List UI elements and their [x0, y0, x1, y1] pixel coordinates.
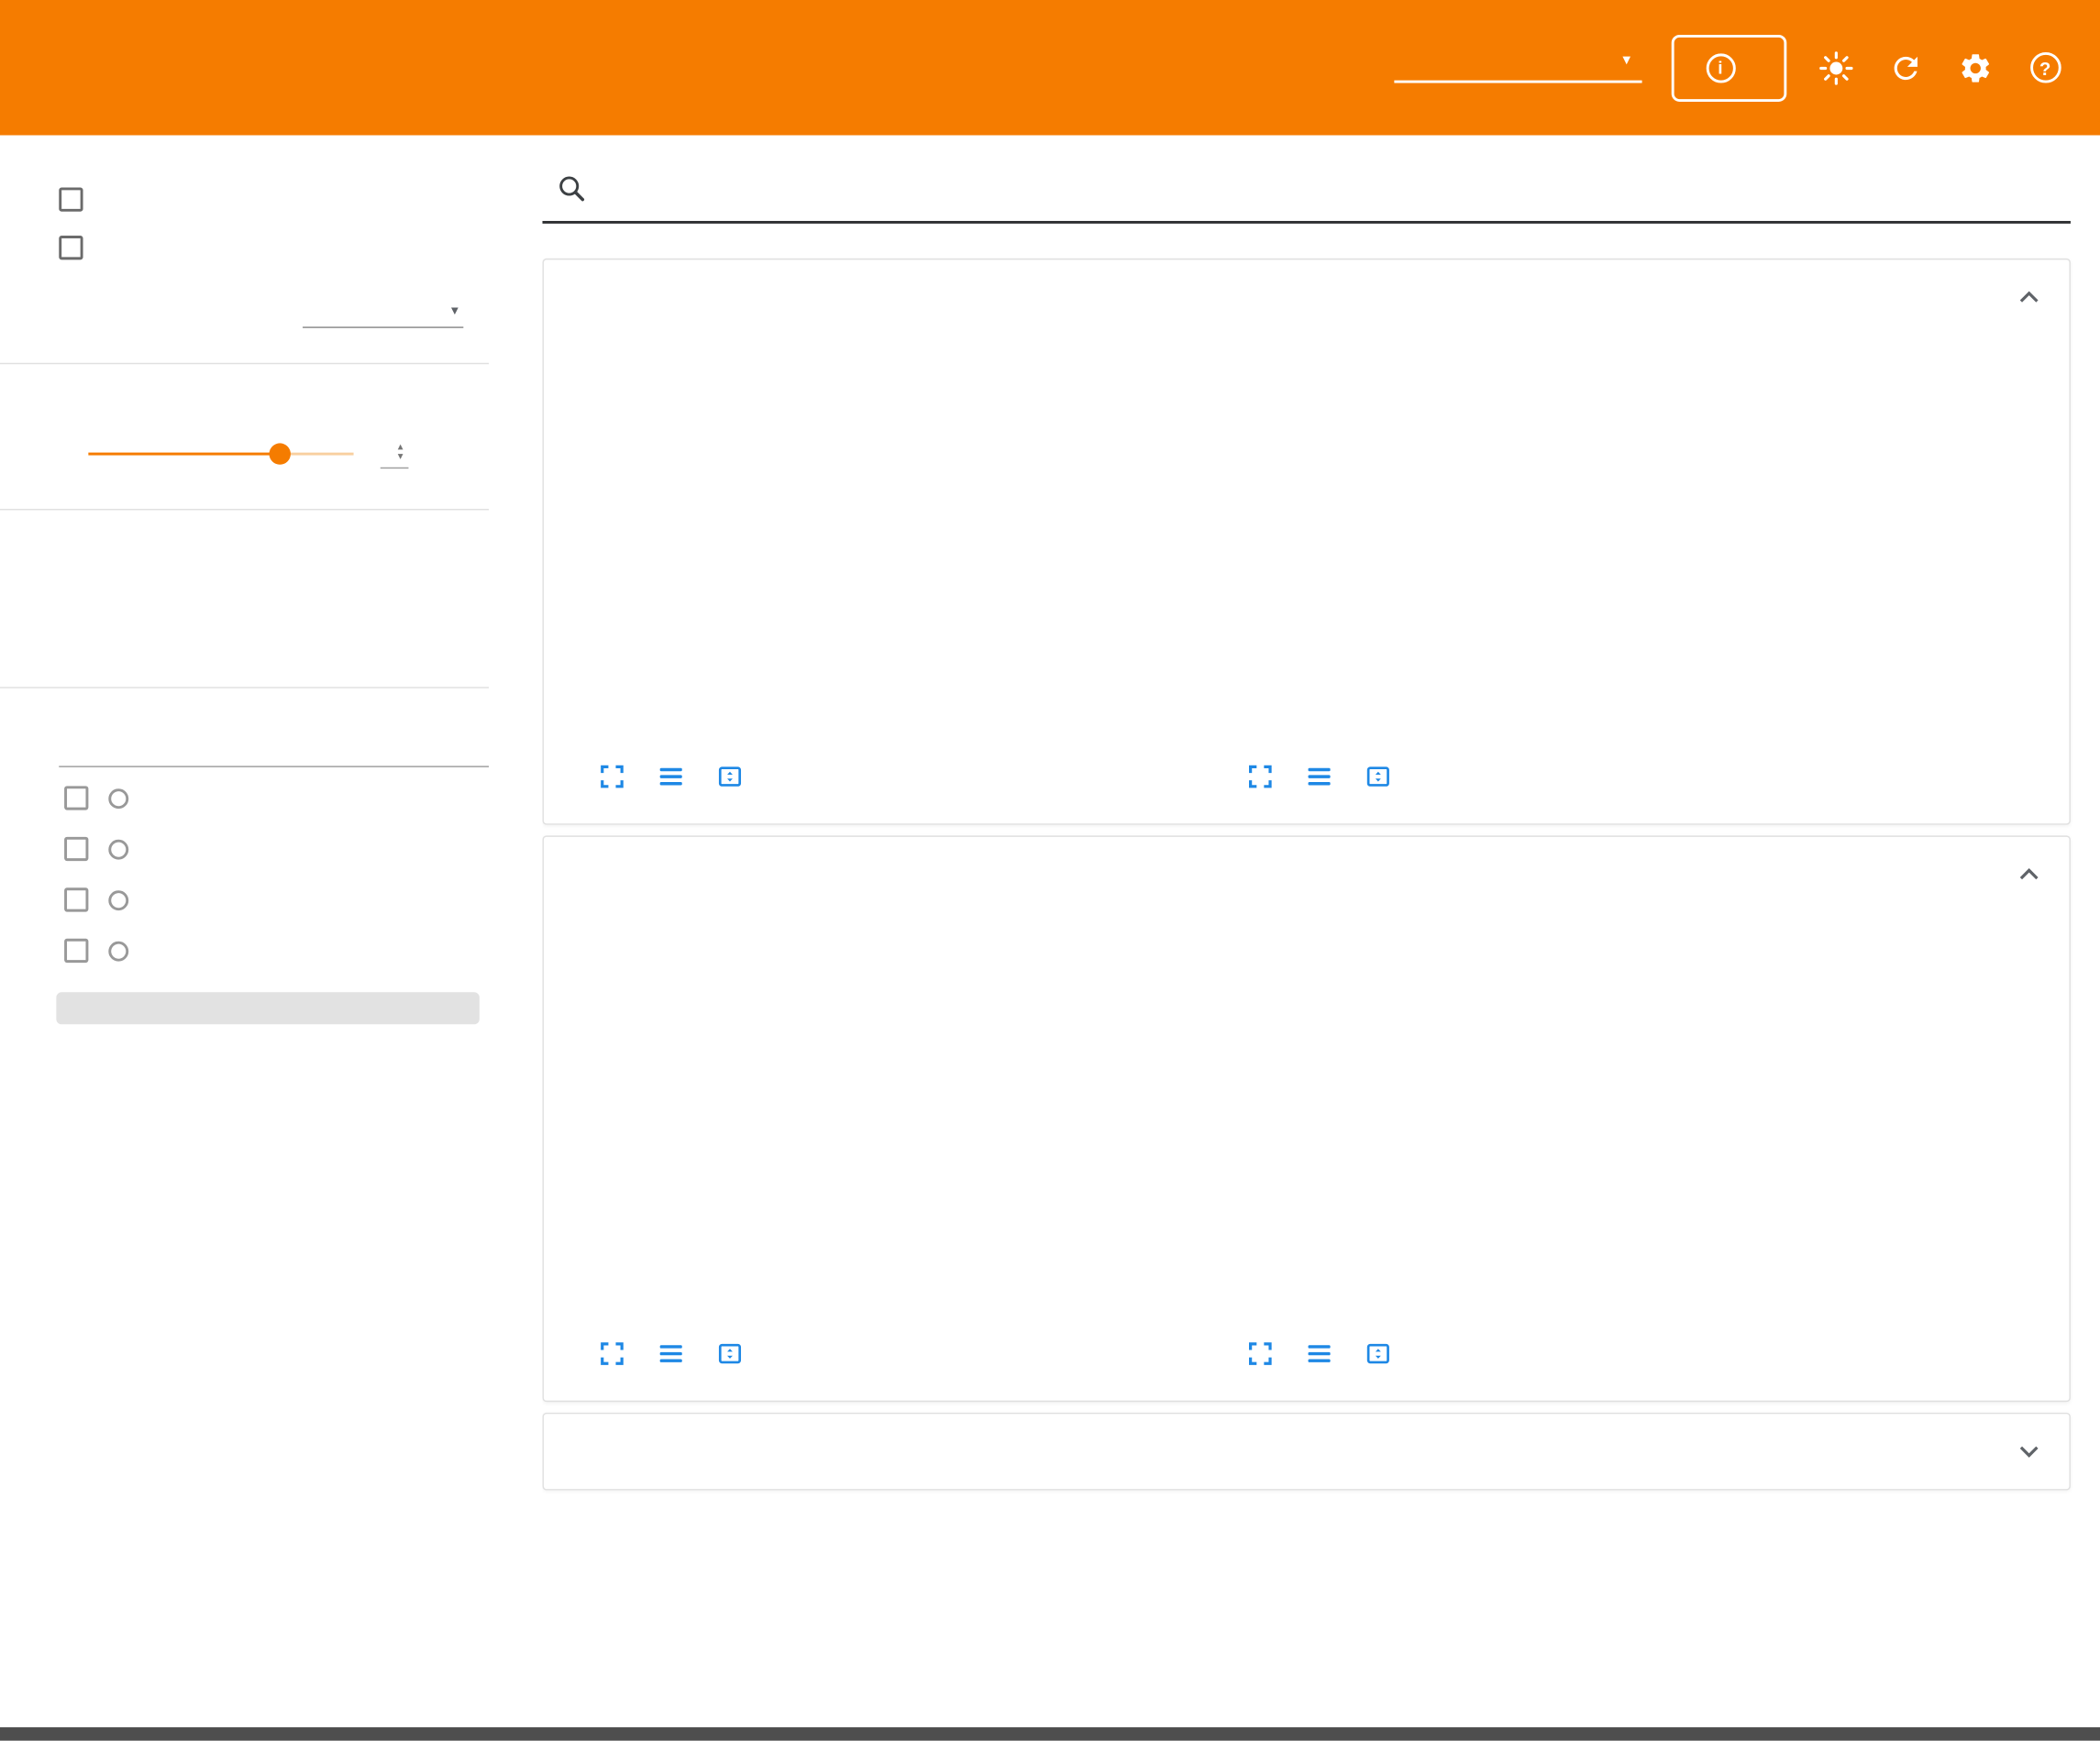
run-row: [0, 823, 543, 874]
fit-domain-icon[interactable]: [715, 762, 745, 791]
runs-directory-path: [0, 1024, 543, 1062]
dropdown-arrow-icon: ▼: [448, 304, 460, 318]
axis-wall-button[interactable]: [96, 620, 149, 652]
refresh-icon[interactable]: [1885, 48, 1926, 88]
run-radio[interactable]: [108, 890, 128, 910]
ignore-outliers-row: [0, 224, 543, 272]
expand-chart-icon[interactable]: [1245, 762, 1275, 791]
run-radio[interactable]: [108, 839, 128, 859]
horizontal-axis-buttons: [0, 545, 543, 606]
data-table-icon[interactable]: [1305, 1339, 1334, 1369]
slider-handle[interactable]: [269, 443, 290, 464]
axis-relative-button[interactable]: [128, 575, 182, 607]
slider-fill: [88, 453, 279, 456]
runs-filter-row: [59, 723, 489, 767]
stepper-icon[interactable]: ▴▾: [398, 442, 403, 460]
chevron-up-icon[interactable]: [2013, 858, 2045, 890]
info-icon: i: [1707, 53, 1736, 83]
chevron-down-icon[interactable]: [2013, 1436, 2045, 1468]
eval-charts-row: [544, 335, 2070, 823]
axis-step-button[interactable]: [56, 575, 109, 607]
chart-canvas[interactable]: [1235, 356, 1864, 744]
smoothing-value-input[interactable]: ▴▾: [381, 439, 409, 468]
fit-domain-icon[interactable]: [1364, 1339, 1393, 1369]
fit-domain-icon[interactable]: [715, 1339, 745, 1369]
run-row: [0, 773, 543, 823]
run-row: [0, 875, 543, 925]
data-table-icon[interactable]: [657, 1339, 686, 1369]
divider: [0, 363, 489, 364]
run-checkbox[interactable]: [64, 939, 88, 963]
fit-domain-icon[interactable]: [1364, 762, 1393, 791]
settings-sidebar: ▼ ▴▾: [0, 136, 543, 1728]
expand-chart-icon[interactable]: [597, 762, 626, 791]
brightness-icon[interactable]: [1816, 48, 1856, 88]
dropdown-arrow-icon: ▼: [1619, 53, 1633, 68]
chart-eval-mean-reward: [1235, 340, 1864, 791]
tensorboard-app: ▼ i ?: [0, 0, 2100, 1741]
dashboard-main: [543, 136, 2100, 1728]
chart-toolbar: [1235, 762, 1864, 791]
chevron-up-icon[interactable]: [2013, 281, 2045, 314]
filter-tags-input[interactable]: [605, 175, 2071, 204]
divider: [0, 687, 489, 688]
filter-tags-row: [543, 162, 2071, 224]
expand-chart-icon[interactable]: [1245, 1339, 1275, 1369]
chart-rollout-ep-len-mean: [587, 917, 1216, 1368]
run-checkbox[interactable]: [64, 837, 88, 861]
chart-eval-mean-ep-length: [587, 340, 1216, 791]
search-icon: [556, 172, 588, 204]
divider: [0, 509, 489, 510]
section-rollout-header[interactable]: [544, 837, 2070, 912]
expand-chart-icon[interactable]: [597, 1339, 626, 1369]
section-time-header[interactable]: [544, 1414, 2070, 1489]
toggle-all-runs-button[interactable]: [56, 992, 480, 1024]
chart-canvas[interactable]: [1235, 933, 1864, 1322]
run-radio[interactable]: [108, 941, 128, 961]
smoothing-row: ▴▾: [0, 399, 543, 474]
run-row: [0, 925, 543, 975]
section-rollout: [543, 835, 2071, 1402]
section-time: [543, 1413, 2071, 1491]
settings-icon[interactable]: [1955, 48, 1995, 88]
tooltip-sorting-select[interactable]: ▼: [303, 302, 463, 328]
tooltip-sorting-row: ▼: [0, 271, 543, 327]
run-checkbox[interactable]: [64, 887, 88, 911]
rollout-charts-row: [544, 912, 2070, 1401]
header-actions: ▼ i ?: [1394, 0, 2065, 136]
show-download-links-checkbox[interactable]: [59, 187, 83, 211]
main-tabs: [139, 0, 300, 136]
chart-toolbar: [1235, 1339, 1864, 1369]
section-eval: [543, 259, 2071, 825]
run-radio[interactable]: [108, 788, 128, 809]
chart-canvas[interactable]: [587, 356, 1216, 744]
app-header: ▼ i ?: [0, 0, 2100, 136]
data-table-icon[interactable]: [657, 762, 686, 791]
tab-scalars[interactable]: [220, 0, 301, 136]
tab-time-series[interactable]: [139, 0, 220, 136]
status-dropdown[interactable]: ▼: [1394, 53, 1641, 83]
smoothing-slider[interactable]: [88, 453, 353, 456]
run-checkbox[interactable]: [64, 786, 88, 810]
chart-toolbar: [587, 762, 1216, 791]
help-icon[interactable]: ?: [2025, 48, 2065, 88]
runs-filter-input[interactable]: [59, 723, 489, 767]
data-table-icon[interactable]: [1305, 762, 1334, 791]
horizontal-axis-buttons-row2: [0, 607, 543, 653]
upload-button[interactable]: i: [1672, 34, 1787, 101]
show-download-links-row: [0, 175, 543, 224]
chart-canvas[interactable]: [587, 933, 1216, 1322]
ignore-outliers-checkbox[interactable]: [59, 236, 83, 259]
section-eval-header[interactable]: [544, 259, 2070, 335]
chart-toolbar: [587, 1339, 1216, 1369]
chart-rollout-ep-rew-mean: [1235, 917, 1864, 1368]
horizontal-scrollbar[interactable]: [0, 1727, 2100, 1741]
